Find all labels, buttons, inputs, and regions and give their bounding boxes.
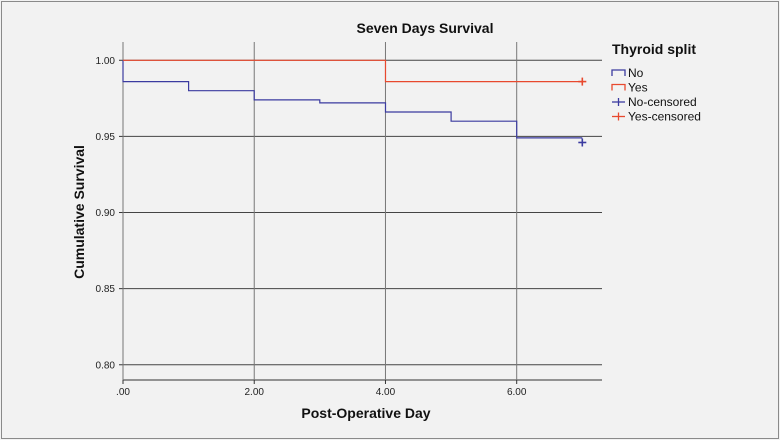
- x-tick-label: .00: [116, 387, 130, 398]
- plot-area: 0.80 0.85 0.90 0.95 1.00 .00 2.00 4.00 6.00: [96, 42, 602, 398]
- y-tick-label: 0.85: [96, 284, 116, 295]
- legend-swatch-no: [611, 69, 626, 76]
- legend-title: Thyroid split: [612, 41, 696, 57]
- y-axis-label: Cumulative Survival: [71, 145, 87, 279]
- x-tick-label: 2.00: [244, 387, 264, 398]
- legend-label-no: No: [628, 66, 644, 80]
- legend-label-yes-censored: Yes-censored: [628, 110, 701, 124]
- y-tick-label: 0.95: [96, 132, 116, 143]
- legend-swatch-yes: [611, 83, 626, 91]
- x-tick-label: 6.00: [507, 387, 527, 398]
- series-line-no: [122, 60, 583, 139]
- y-tick-label: 1.00: [96, 56, 116, 67]
- legend: Thyroid split NoYesNo-censoredYes-censor…: [611, 41, 701, 124]
- x-tick-label: 4.00: [376, 387, 396, 398]
- y-tick-label: 0.90: [96, 208, 116, 219]
- legend-label-no-censored: No-censored: [628, 95, 697, 109]
- series-line-yes: [123, 59, 583, 83]
- x-axis-label: Post-Operative Day: [301, 405, 430, 421]
- legend-label-yes: Yes: [628, 81, 648, 95]
- y-tick-label: 0.80: [96, 360, 116, 371]
- chart-title: Seven Days Survival: [357, 20, 494, 36]
